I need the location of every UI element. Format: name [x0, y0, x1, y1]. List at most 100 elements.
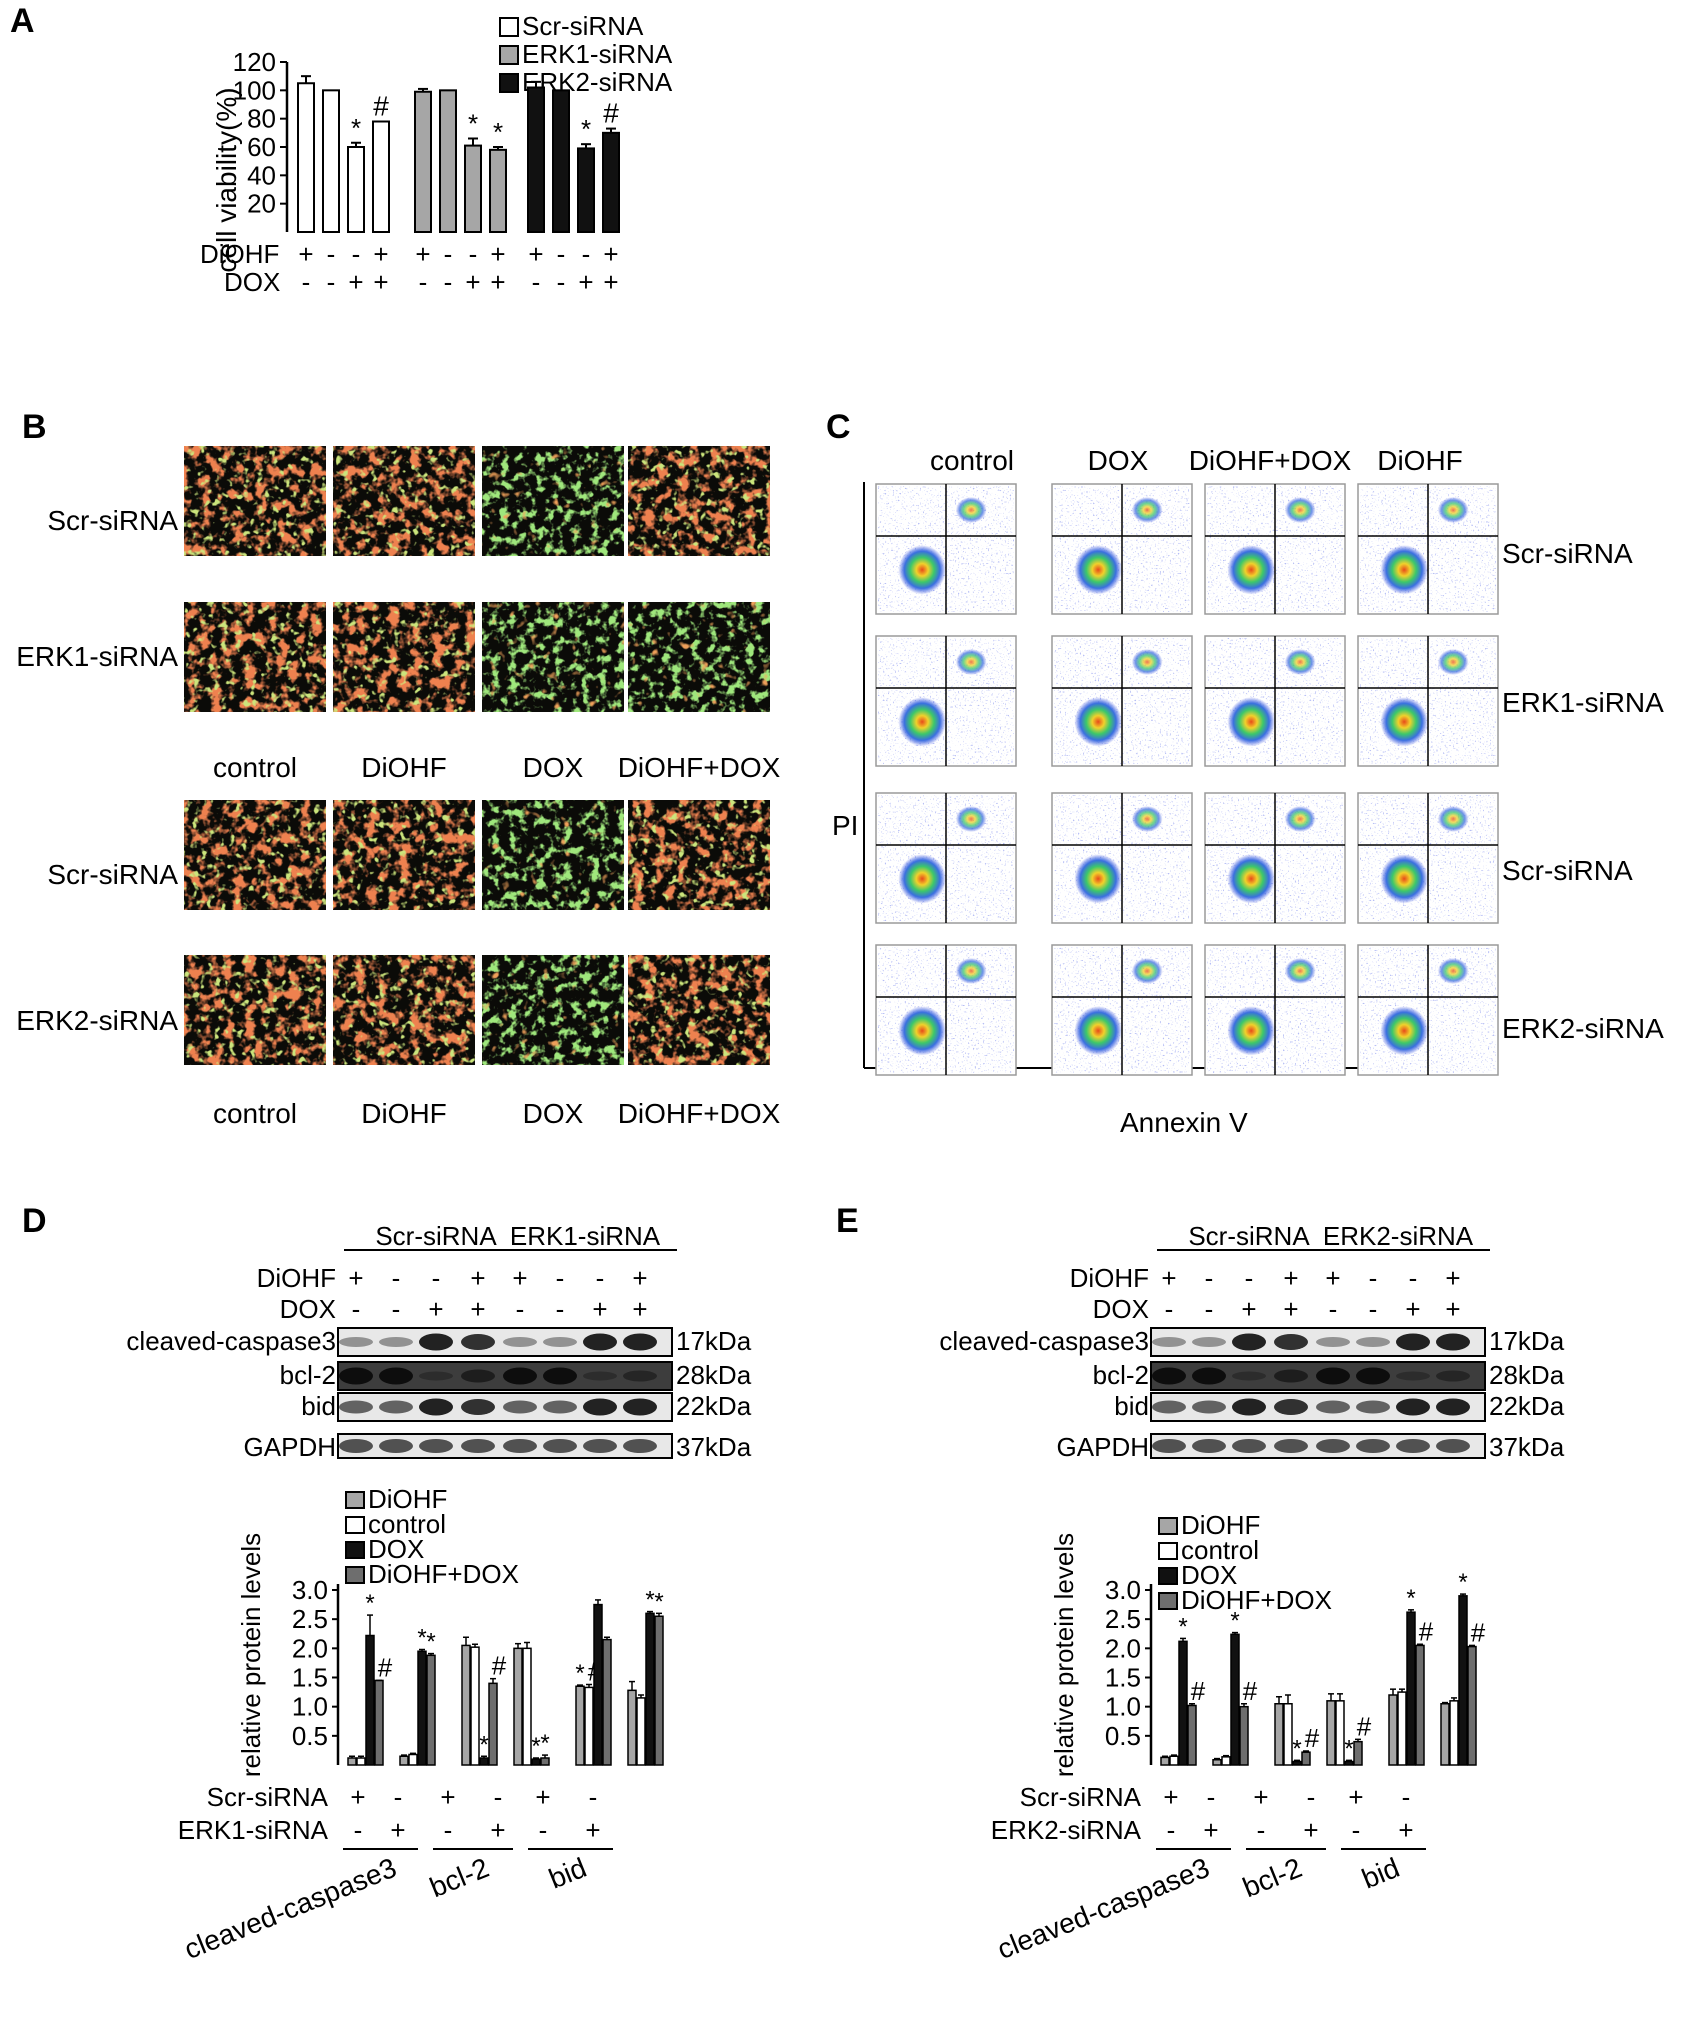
- micrograph-row-label: Scr-siRNA: [47, 859, 178, 890]
- chart-significance-mark: *: [1344, 1735, 1353, 1762]
- significance-mark-a: *: [493, 117, 503, 147]
- bar-a: [322, 89, 340, 234]
- blot-band: [339, 1337, 373, 1347]
- chart-scr-sign: -: [589, 1782, 598, 1812]
- blot-dox-sign: +: [428, 1294, 443, 1324]
- blot-band: [1316, 1439, 1350, 1453]
- flow-apoptotic-population: [1437, 497, 1469, 523]
- blot-diohf-sign: -: [432, 1263, 441, 1293]
- chart-protein-label: bcl-2: [1238, 1852, 1306, 1903]
- chart-bar: [356, 1757, 366, 1766]
- blot-protein-label: bid: [1114, 1391, 1149, 1421]
- blot-band: [543, 1367, 577, 1385]
- bar-a: [372, 120, 390, 233]
- blot-diohf-sign: +: [1445, 1263, 1460, 1293]
- chart-erk-sign: +: [1303, 1815, 1318, 1845]
- legend-swatch-a: [499, 73, 519, 93]
- chart-significance-mark: *: [365, 1590, 374, 1617]
- flow-live-population: [1227, 854, 1275, 904]
- flow-live-population: [1074, 1006, 1122, 1056]
- chart-legend-label: control: [368, 1509, 446, 1539]
- chart-legend-label: DiOHF: [1181, 1510, 1260, 1540]
- chart-sirna-label: ERK1-siRNA: [178, 1815, 329, 1845]
- chart-scr-sign: -: [494, 1782, 503, 1812]
- panel-letter-a: A: [10, 2, 35, 40]
- chart-bar: [1221, 1756, 1231, 1766]
- micrograph-image: [628, 602, 770, 712]
- blot-band: [503, 1400, 537, 1414]
- chart-bar: [522, 1647, 532, 1766]
- blot-band: [1232, 1439, 1266, 1453]
- chart-erk-sign: -: [539, 1815, 548, 1845]
- micrograph-image: [482, 800, 624, 910]
- panel-letter-b: B: [22, 408, 47, 446]
- flow-apoptotic-population: [1284, 649, 1316, 675]
- chart-erk-sign: -: [1167, 1815, 1176, 1845]
- chart-significance-mark: *: [645, 1587, 654, 1614]
- blot-group-header: Scr-siRNA: [375, 1221, 497, 1251]
- chart-scr-sign: +: [350, 1782, 365, 1812]
- diohf-sign-a: -: [327, 239, 336, 269]
- micrograph-labels: Scr-siRNA ERK1-siRNA Scr-siRNA ERK2-siRNA co…: [16, 505, 780, 1129]
- bar-a: [297, 82, 315, 233]
- chart-significance-mark: *: [479, 1731, 488, 1758]
- micrograph-col-label: DOX: [523, 1098, 584, 1129]
- blot-dox-sign: -: [1369, 1294, 1378, 1324]
- micrograph-image: [482, 446, 624, 556]
- panel-letter-c: C: [826, 408, 851, 446]
- panel-d: D Scr-siRNA ERK1-siRNADiOHFDOX+----++++--…: [22, 1202, 752, 1965]
- dox-sign-a: -: [302, 267, 311, 297]
- micrograph-col-label: control: [213, 752, 297, 783]
- chart-erk-sign: -: [444, 1815, 453, 1845]
- y-tick-label-a: 120: [233, 47, 276, 77]
- chart-bar: [1283, 1703, 1293, 1766]
- chart-significance-mark: #: [1305, 1723, 1320, 1753]
- chart-legend-swatch: [345, 1566, 365, 1584]
- chart-bar: [1440, 1703, 1450, 1766]
- chart-bar: [645, 1612, 655, 1766]
- blot-band: [379, 1400, 413, 1414]
- blot-size-label: 22kDa: [676, 1391, 752, 1421]
- blot-band: [543, 1337, 577, 1347]
- panel-c: C control DOX DiOHF+DOX DiOHF Scr-siRNA ERK1-…: [826, 408, 1664, 1138]
- dox-sign-a: -: [444, 267, 453, 297]
- significance-mark-a: #: [603, 98, 619, 129]
- dox-sign-a: +: [603, 267, 618, 297]
- bar-a: [464, 144, 482, 233]
- flow-row-label: Scr-siRNA: [1502, 538, 1633, 569]
- blot-band: [1192, 1400, 1226, 1414]
- chart-legend-swatch: [1158, 1517, 1178, 1535]
- micrograph-row-label: ERK2-siRNA: [16, 1005, 178, 1036]
- chart-bar: [1212, 1759, 1222, 1766]
- chart-significance-mark: *: [426, 1629, 435, 1656]
- chart-y-tick-label: 0.5: [292, 1721, 328, 1751]
- micrograph-col-label: DiOHF: [361, 752, 447, 783]
- chart-protein-label: bcl-2: [425, 1852, 493, 1903]
- chart-legend-swatch: [1158, 1542, 1178, 1560]
- micrograph-row-label: ERK1-siRNA: [16, 641, 178, 672]
- blot-band: [623, 1370, 657, 1382]
- western-blot-e: Scr-siRNA ERK2-siRNADiOHFDOX+----++++----…: [939, 1221, 1564, 1462]
- blot-band: [461, 1334, 495, 1350]
- blot-size-label: 28kDa: [676, 1360, 752, 1390]
- chart-y-tick-label: 2.5: [1105, 1604, 1141, 1634]
- blot-band: [1274, 1399, 1308, 1415]
- micrograph-row-label: Scr-siRNA: [47, 505, 178, 536]
- blot-band: [419, 1333, 453, 1351]
- diohf-sign-a: +: [298, 239, 313, 269]
- blot-group-header: ERK2-siRNA: [1323, 1221, 1474, 1251]
- blot-band: [1274, 1334, 1308, 1350]
- legend-swatch-a: [499, 45, 519, 65]
- blot-band: [339, 1439, 373, 1453]
- blot-dox-sign: -: [556, 1294, 565, 1324]
- micrograph-image: [482, 602, 624, 712]
- flow-x-label: Annexin V: [1120, 1107, 1248, 1138]
- diohf-sign-a: -: [444, 239, 453, 269]
- blot-dox-sign: -: [1205, 1294, 1214, 1324]
- chart-bar: [426, 1654, 436, 1766]
- blot-band: [339, 1400, 373, 1414]
- micrograph-col-label: DiOHF: [361, 1098, 447, 1129]
- chart-bar: [513, 1647, 523, 1766]
- blot-band: [623, 1439, 657, 1453]
